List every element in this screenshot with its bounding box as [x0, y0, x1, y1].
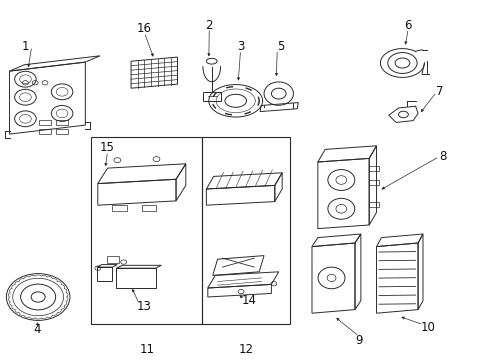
Text: 7: 7 — [435, 85, 443, 98]
Bar — [368, 180, 378, 185]
Text: 1: 1 — [21, 40, 29, 53]
Text: 8: 8 — [438, 150, 446, 163]
Bar — [97, 267, 112, 281]
Text: 12: 12 — [239, 343, 253, 356]
Bar — [39, 120, 51, 125]
Text: 14: 14 — [242, 294, 256, 307]
Bar — [56, 120, 68, 125]
Text: 4: 4 — [33, 323, 41, 336]
Text: 5: 5 — [277, 40, 285, 53]
Text: 13: 13 — [137, 300, 151, 312]
Bar — [56, 129, 68, 134]
Bar — [91, 137, 202, 324]
Bar — [368, 202, 378, 207]
Text: 3: 3 — [236, 40, 244, 53]
Text: 6: 6 — [404, 19, 411, 32]
Bar — [39, 129, 51, 134]
Text: 11: 11 — [139, 343, 154, 356]
Bar — [112, 205, 127, 211]
Text: 16: 16 — [137, 22, 151, 35]
Bar — [368, 166, 378, 171]
Bar — [202, 137, 290, 324]
Bar — [106, 256, 119, 263]
Text: 9: 9 — [355, 334, 363, 347]
Bar — [142, 205, 156, 211]
Text: 10: 10 — [420, 321, 434, 334]
Text: 15: 15 — [100, 141, 115, 154]
Text: 2: 2 — [205, 19, 213, 32]
Bar — [116, 268, 155, 288]
